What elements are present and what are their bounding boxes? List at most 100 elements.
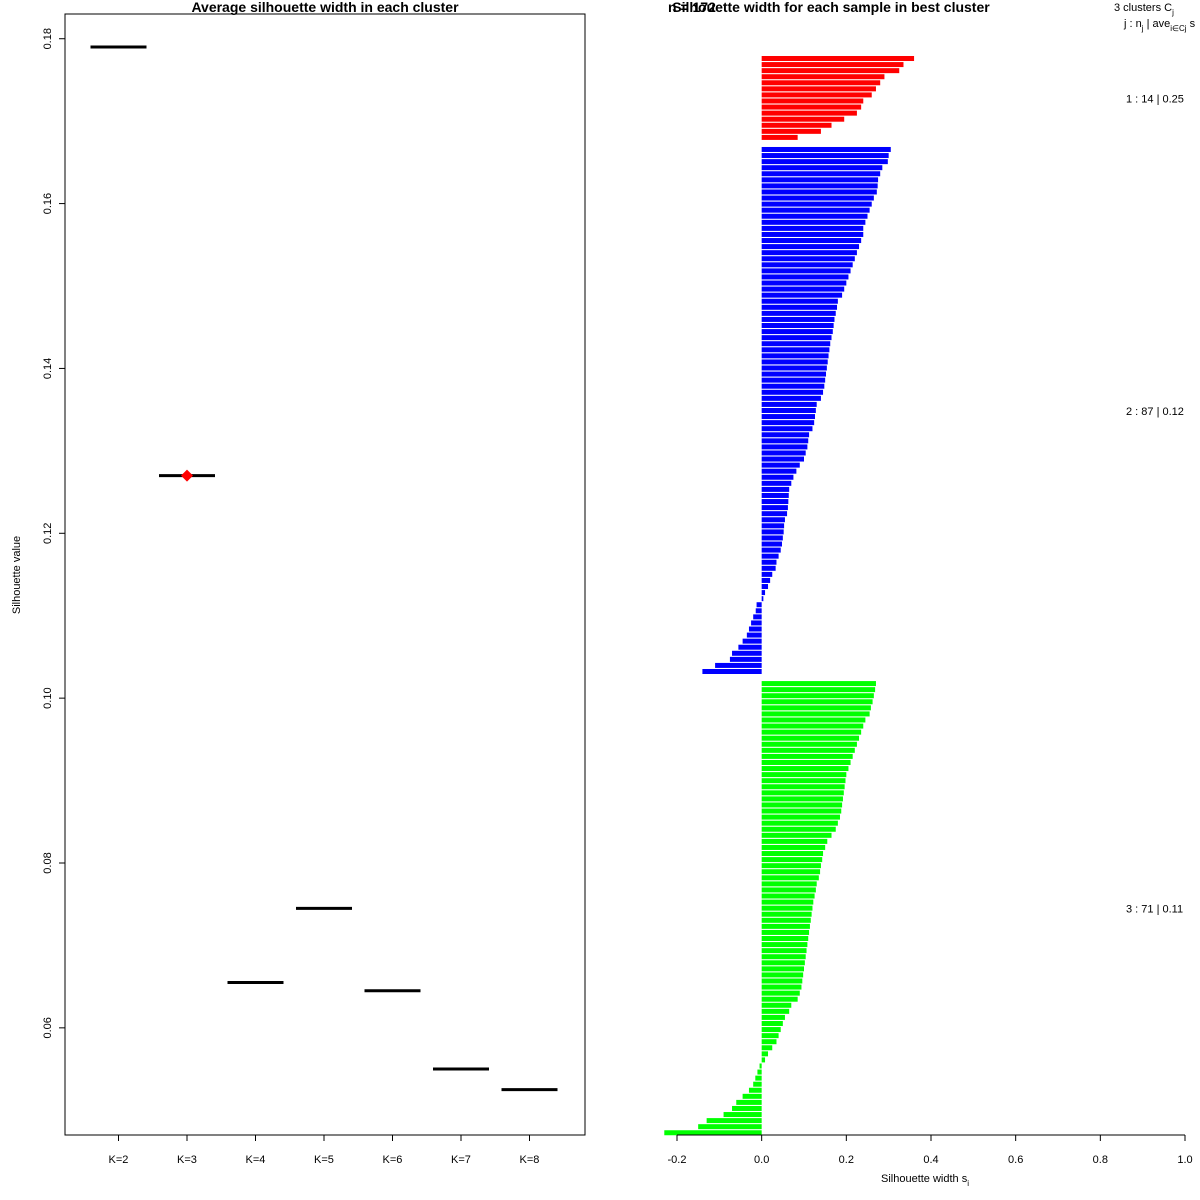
silhouette-bar (761, 942, 808, 948)
silhouette-bar (761, 128, 821, 134)
silhouette-bar (761, 250, 857, 256)
silhouette-bar (761, 219, 866, 225)
silhouette-bar (761, 153, 889, 159)
silhouette-bar (761, 159, 888, 165)
left-y-tick-label: 0.10 (42, 687, 54, 708)
right-x-tick-label: -0.2 (668, 1154, 687, 1166)
left-x-tick-label: K=2 (109, 1154, 129, 1166)
silhouette-bar (761, 486, 790, 492)
legend-header-line2: j : nj | avei∈Cj s (1123, 18, 1196, 33)
legend-entries: 1 : 14 | 0.25 2 : 87 | 0.12 3 : 71 | 0.11 (1126, 93, 1184, 915)
left-x-axis: K=2 K=3 K=4 K=5 K=6 K=7 K=8 (109, 1135, 540, 1166)
silhouette-bar (761, 1002, 792, 1008)
silhouette-bar (761, 1033, 779, 1039)
left-x-tick-label: K=8 (520, 1154, 540, 1166)
silhouette-bar (761, 62, 904, 68)
silhouette-bar (715, 662, 762, 668)
silhouette-bar (702, 669, 762, 674)
silhouette-bar (761, 359, 828, 365)
silhouette-bar (761, 966, 804, 972)
left-plot-frame (64, 13, 586, 1136)
silhouette-bar (761, 134, 798, 140)
silhouette-bar (761, 820, 838, 826)
silhouette-bar (756, 602, 762, 608)
silhouette-bar (761, 310, 836, 316)
silhouette-bar (761, 917, 811, 923)
silhouette-bar (761, 523, 785, 529)
silhouette-bar (761, 432, 810, 438)
silhouette-bar (761, 911, 812, 917)
silhouette-bar (761, 341, 831, 347)
silhouette-bar (757, 1069, 762, 1075)
left-x-tick-label: K=3 (177, 1154, 197, 1166)
silhouette-bar (742, 1093, 762, 1099)
silhouette-bar (761, 936, 809, 942)
best-k-marker (181, 469, 193, 482)
silhouette-bar (761, 565, 776, 571)
legend-entry: 1 : 14 | 0.25 (1126, 93, 1184, 105)
silhouette-bar (738, 644, 762, 650)
silhouette-bar (761, 280, 847, 286)
silhouette-bar (761, 207, 870, 213)
silhouette-bar (761, 729, 862, 735)
right-x-axis: -0.2 0.0 0.2 0.4 0.6 0.8 1.0 (668, 1134, 1193, 1166)
silhouette-bar (761, 747, 855, 753)
silhouette-bar (761, 231, 864, 237)
silhouette-bar (761, 1039, 777, 1045)
silhouette-bar (761, 905, 813, 911)
right-title: Silhouette width for each sample in best… (672, 0, 990, 15)
silhouette-bar (761, 304, 838, 310)
silhouette-bar (761, 759, 851, 765)
right-x-label-main: Silhouette width s (881, 1173, 968, 1185)
silhouette-bar (746, 632, 762, 638)
silhouette-bar (761, 92, 872, 98)
silhouette-bar (761, 511, 788, 517)
silhouette-bar (761, 201, 872, 207)
silhouette-bar (761, 146, 891, 152)
silhouette-bar (761, 571, 773, 577)
silhouette-bar (751, 620, 762, 626)
silhouette-bar (761, 863, 821, 869)
left-x-tick-label: K=4 (246, 1154, 266, 1166)
silhouette-bar (761, 772, 847, 778)
silhouette-bar (755, 608, 762, 614)
silhouette-bar (761, 189, 877, 195)
legend-header-line2-tail: s (1187, 18, 1196, 30)
legend-header-line1-text: 3 clusters C (1114, 2, 1172, 14)
silhouette-bar (761, 238, 862, 244)
silhouette-bar (761, 110, 857, 116)
silhouette-bar (761, 711, 870, 717)
silhouette-bar (761, 68, 900, 74)
left-marks (90, 45, 558, 1092)
silhouette-bar (706, 1118, 762, 1124)
silhouette-bar (742, 638, 762, 644)
silhouette-bar (761, 329, 833, 335)
silhouette-bar (761, 735, 860, 741)
left-y-tick-label: 0.12 (42, 523, 54, 544)
silhouette-bar (761, 56, 915, 61)
silhouette-bar (761, 98, 864, 104)
silhouette-bar (761, 177, 879, 183)
silhouette-bar (761, 1051, 769, 1057)
silhouette-bar (761, 851, 824, 857)
silhouette-bar (761, 929, 810, 935)
silhouette-bar (761, 462, 800, 468)
left-x-tick-label: K=5 (314, 1154, 334, 1166)
silhouette-bar (761, 881, 817, 887)
silhouette-bar (761, 256, 855, 262)
silhouette-bar (729, 656, 762, 662)
silhouette-bar (761, 407, 816, 413)
silhouette-bar (761, 687, 876, 693)
silhouette-bar (761, 972, 804, 978)
silhouette-bar (761, 705, 871, 711)
left-y-label: Silhouette value (11, 536, 23, 614)
silhouette-bar (761, 784, 845, 790)
silhouette-bar (761, 517, 785, 523)
silhouette-bar (761, 347, 830, 353)
silhouette-bar (761, 1014, 785, 1020)
left-x-tick-label: K=7 (451, 1154, 471, 1166)
silhouette-bar (761, 875, 819, 881)
legend-entry: 3 : 71 | 0.11 (1126, 904, 1183, 916)
silhouette-bar (761, 844, 826, 850)
